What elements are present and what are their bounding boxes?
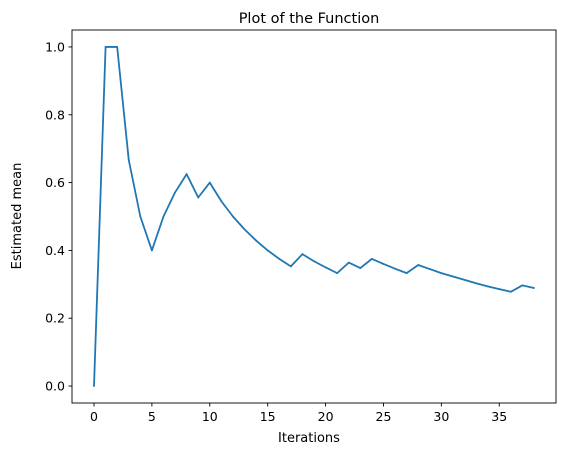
data-point xyxy=(498,288,501,290)
data-point xyxy=(301,253,304,256)
y-tick-label: 0.2 xyxy=(45,311,65,326)
x-tick-label: 20 xyxy=(318,409,334,424)
data-point xyxy=(208,181,211,184)
data-point xyxy=(116,46,119,48)
data-point xyxy=(324,266,327,269)
data-point xyxy=(185,173,188,176)
x-tick-label: 15 xyxy=(260,409,276,424)
data-point xyxy=(370,257,373,260)
data-point xyxy=(289,265,292,268)
data-point xyxy=(93,385,95,387)
y-tick-label: 0.8 xyxy=(45,107,65,122)
x-tick-label: 5 xyxy=(148,409,156,424)
plot-area xyxy=(72,30,556,403)
data-point xyxy=(440,272,443,275)
data-point xyxy=(452,275,454,278)
data-point xyxy=(428,268,431,270)
data-point xyxy=(405,272,408,275)
data-point xyxy=(359,267,362,269)
data-point xyxy=(232,215,234,218)
data-point xyxy=(475,282,478,285)
x-tick-label: 35 xyxy=(491,409,507,424)
y-axis-label: Estimated mean xyxy=(10,163,25,270)
x-axis-label: Iterations xyxy=(278,431,340,446)
data-point xyxy=(174,191,176,194)
y-axis-ticks: 0.0 0.2 0.4 0.6 0.8 1.0 xyxy=(45,39,72,394)
data-point xyxy=(486,285,489,288)
y-tick-label: 0.4 xyxy=(45,243,65,258)
data-point xyxy=(139,215,142,218)
data-point xyxy=(313,260,315,263)
data-point xyxy=(533,287,535,289)
data-point xyxy=(104,46,107,48)
data-point xyxy=(162,215,165,218)
data-point xyxy=(347,261,350,264)
data-point xyxy=(150,249,153,252)
data-point xyxy=(255,239,258,242)
plot-frame xyxy=(71,29,557,404)
data-point xyxy=(243,228,246,231)
data-point xyxy=(127,158,130,161)
data-point xyxy=(266,249,269,252)
data-point xyxy=(336,272,339,275)
data-point xyxy=(394,267,396,270)
y-tick-label: 1.0 xyxy=(45,39,65,54)
data-point xyxy=(197,196,200,199)
data-point xyxy=(382,263,385,265)
data-point xyxy=(278,257,281,260)
x-tick-label: 30 xyxy=(433,409,449,424)
x-axis-ticks: 0 5 10 15 20 25 30 35 xyxy=(90,403,507,424)
data-points xyxy=(93,46,535,387)
x-tick-label: 0 xyxy=(90,409,98,424)
x-tick-label: 25 xyxy=(376,409,392,424)
y-tick-label: 0.0 xyxy=(45,379,65,394)
data-point xyxy=(521,284,524,287)
data-point xyxy=(463,279,466,281)
data-point xyxy=(220,200,223,203)
chart-title: Plot of the Function xyxy=(239,11,380,27)
x-tick-label: 10 xyxy=(202,409,218,424)
y-tick-label: 0.6 xyxy=(45,175,65,190)
data-point xyxy=(417,264,420,266)
data-point xyxy=(509,290,512,293)
